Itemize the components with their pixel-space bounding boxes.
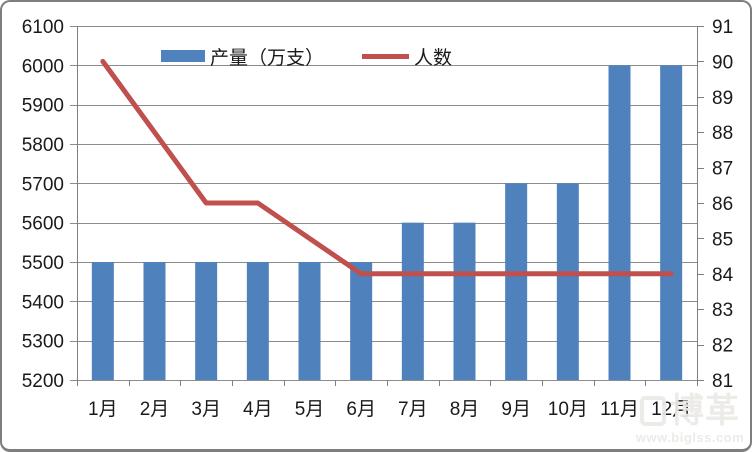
right-axis-tick-label: 81 bbox=[712, 371, 733, 392]
left-axis-tick-label: 5900 bbox=[22, 96, 64, 117]
legend-label-production: 产量（万支） bbox=[210, 47, 325, 69]
left-axis-tick-label: 5500 bbox=[22, 253, 64, 274]
chart-legend: 产量（万支） 人数 bbox=[161, 43, 452, 70]
bar-series-production bbox=[91, 65, 683, 381]
left-axis-tick-label: 5800 bbox=[22, 135, 64, 156]
right-axis-tick-label: 89 bbox=[712, 88, 733, 109]
left-axis-labels: 6100 6000 5900 5800 5700 5600 5500 5400 5300 5200 bbox=[22, 17, 64, 392]
legend-item-headcount: 人数 bbox=[362, 43, 452, 70]
axis-lines bbox=[77, 26, 698, 380]
x-axis-category-label: 10月 bbox=[548, 399, 588, 420]
right-axis-tick-label: 91 bbox=[712, 17, 733, 38]
grid-lines bbox=[70, 26, 697, 381]
bar-3月 bbox=[195, 262, 218, 380]
bar-7月 bbox=[401, 222, 424, 380]
x-axis-category-label: 3月 bbox=[191, 399, 221, 420]
right-axis-tick-label: 85 bbox=[712, 229, 733, 250]
left-axis-tick-label: 6000 bbox=[22, 56, 64, 77]
right-axis-tick-label: 84 bbox=[712, 265, 734, 286]
headcount-line-swatch bbox=[362, 53, 410, 59]
right-axis-tick-label: 90 bbox=[712, 52, 733, 73]
bar-1月 bbox=[91, 262, 114, 380]
bar-5月 bbox=[298, 262, 321, 380]
legend-label-headcount: 人数 bbox=[414, 47, 453, 69]
x-axis-category-label: 2月 bbox=[140, 399, 170, 420]
right-axis-tick-label: 87 bbox=[712, 159, 733, 180]
legend-item-production: 产量（万支） bbox=[161, 43, 324, 70]
bar-12月 bbox=[660, 65, 683, 381]
right-axis-tick-label: 83 bbox=[712, 300, 733, 321]
right-axis-tick-label: 86 bbox=[712, 194, 733, 215]
bar-11月 bbox=[608, 65, 631, 381]
x-axis-category-label: 8月 bbox=[450, 399, 480, 420]
bar-10月 bbox=[556, 183, 579, 380]
x-axis-category-label: 12月 bbox=[651, 399, 691, 420]
right-axis-tick-label: 82 bbox=[712, 336, 733, 357]
x-axis-category-label: 5月 bbox=[295, 399, 325, 420]
x-axis-category-label: 4月 bbox=[243, 399, 273, 420]
bar-8月 bbox=[453, 222, 476, 380]
bar-2月 bbox=[143, 262, 166, 380]
bar-6月 bbox=[350, 262, 373, 380]
line-series-headcount bbox=[100, 58, 674, 277]
bar-9月 bbox=[505, 183, 528, 380]
x-axis-category-label: 11月 bbox=[600, 399, 639, 420]
right-axis-labels: 91 90 89 88 87 86 85 84 83 82 81 bbox=[712, 17, 734, 392]
left-axis-tick-label: 5300 bbox=[22, 332, 64, 353]
production-bar-swatch bbox=[161, 50, 205, 62]
x-axis-ticks bbox=[77, 380, 698, 386]
left-axis-tick-label: 5400 bbox=[22, 292, 64, 313]
left-axis-tick-label: 5600 bbox=[22, 214, 64, 235]
bar-4月 bbox=[246, 262, 269, 380]
left-axis-tick-label: 5200 bbox=[22, 371, 64, 392]
right-axis-ticks bbox=[697, 26, 704, 381]
left-axis-tick-label: 6100 bbox=[22, 17, 64, 38]
x-axis-category-label: 7月 bbox=[398, 399, 428, 420]
x-axis-category-label: 6月 bbox=[346, 399, 376, 420]
x-axis-category-label: 9月 bbox=[501, 399, 531, 420]
right-axis-tick-label: 88 bbox=[712, 123, 733, 144]
x-axis-labels: 1月 2月 3月 4月 5月 6月 7月 8月 9月 10月 11月 12月 bbox=[88, 399, 691, 420]
x-axis-category-label: 1月 bbox=[88, 399, 118, 420]
left-axis-tick-label: 5700 bbox=[22, 174, 64, 195]
